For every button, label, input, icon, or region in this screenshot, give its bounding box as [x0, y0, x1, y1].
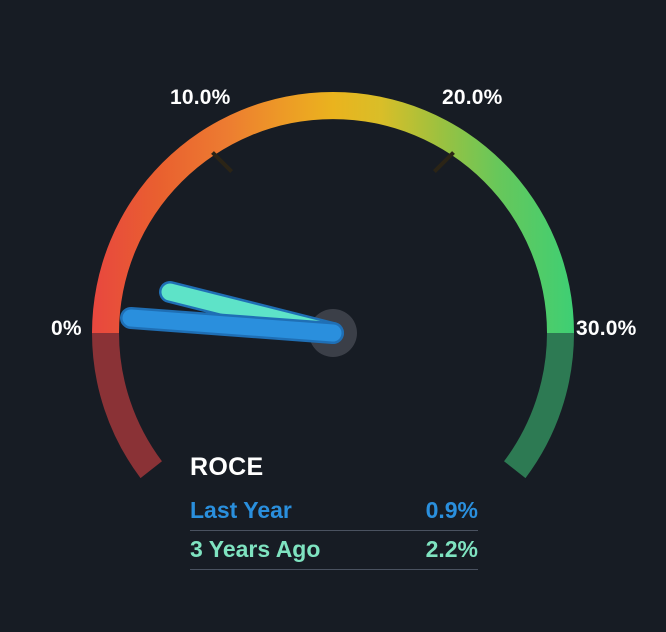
legend-value-last-year: 0.9%	[425, 497, 478, 523]
legend-value-3-years-ago: 2.2%	[425, 536, 478, 562]
gauge-value-arc	[92, 92, 574, 333]
gauge-tail-above-max	[504, 333, 575, 479]
needle-last-year	[120, 307, 344, 344]
axis-label-10: 10.0%	[170, 86, 231, 109]
gauge-tick-marks	[211, 151, 455, 174]
gauge-tick-20	[432, 151, 455, 174]
legend-label-3-years-ago: 3 Years Ago	[190, 536, 321, 562]
gauge-tick-10	[211, 151, 234, 174]
legend-label-last-year: Last Year	[190, 497, 292, 523]
axis-label-20: 20.0%	[442, 86, 503, 109]
gauge-title: ROCE	[190, 453, 264, 481]
legend-row-last-year: Last Year 0.9%	[190, 492, 478, 530]
gauge-tail-below-min	[92, 333, 162, 479]
axis-label-0: 0%	[51, 317, 82, 340]
gauge-legend: ROCE Last Year 0.9% 3 Years Ago 2.2%	[190, 452, 478, 570]
legend-row-3-years-ago: 3 Years Ago 2.2%	[190, 530, 478, 570]
axis-label-30: 30.0%	[576, 317, 637, 340]
